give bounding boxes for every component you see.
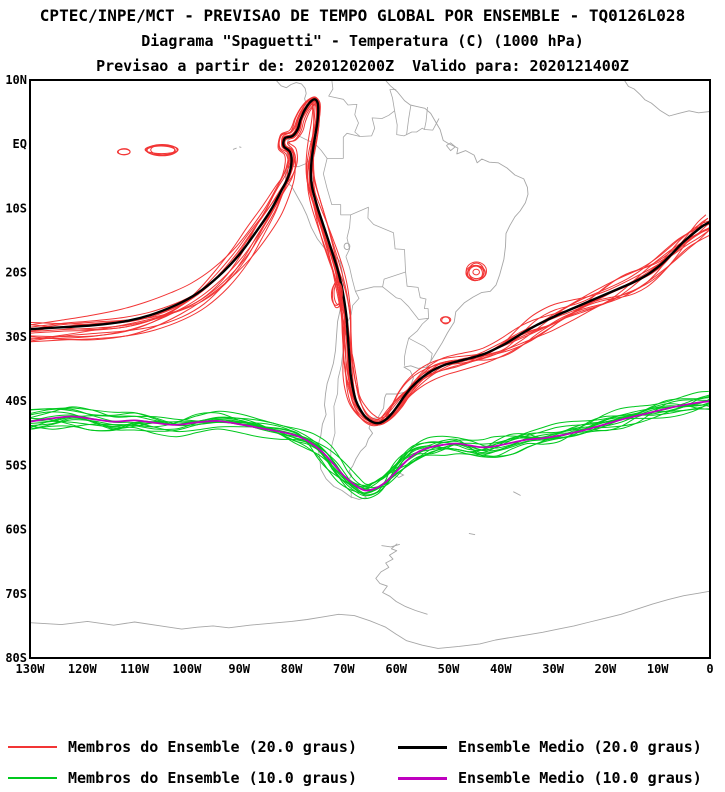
- map-svg: 130W 120W 110W 100W 90W 80W 70W 60W 50W 40W 30W 20W…: [5, 73, 713, 676]
- lat-tick-label: 80S: [5, 651, 27, 665]
- legend-label-members-10c: Membros do Ensemble (10.0 graus): [68, 769, 357, 787]
- lon-tick-label: 80W: [281, 662, 303, 676]
- legend-line-members-10c-icon: [8, 777, 57, 779]
- mean-10c-line: [30, 400, 710, 492]
- legend-label-members-20c: Membros do Ensemble (20.0 graus): [68, 738, 357, 756]
- lon-tick-label: 110W: [120, 662, 150, 676]
- lon-tick-label: 60W: [385, 662, 407, 676]
- legend-item-members-10c: Membros do Ensemble (10.0 graus): [8, 769, 357, 787]
- lon-tick-label: 10W: [647, 662, 669, 676]
- legend-label-mean-10c: Ensemble Medio (10.0 graus): [458, 769, 702, 787]
- legend-item-members-20c: Membros do Ensemble (20.0 graus): [8, 738, 357, 756]
- lon-tick-label: 0: [706, 662, 713, 676]
- lat-tick-label: 20S: [5, 266, 27, 280]
- title-line-1: CPTEC/INPE/MCT - PREVISAO DE TEMPO GLOBA…: [39, 6, 686, 25]
- map-frame: [29, 79, 711, 659]
- lon-tick-label: 120W: [68, 662, 98, 676]
- lon-tick-label: 70W: [333, 662, 355, 676]
- title-line-2: Diagrama "Spaguetti" - Temperatura (C) (…: [141, 32, 584, 50]
- legend-item-mean-20c: Ensemble Medio (20.0 graus): [398, 738, 702, 756]
- lon-tick-label: 50W: [438, 662, 460, 676]
- lon-tick-label: 40W: [490, 662, 512, 676]
- legend-line-members-20c-icon: [8, 746, 57, 748]
- lat-tick-label: 10S: [5, 201, 27, 215]
- lon-tick-label: 130W: [16, 662, 46, 676]
- members-10c-layer: [30, 390, 710, 500]
- title-line-3: Previsao a partir de: 2020120200Z Valido…: [96, 57, 629, 75]
- legend-line-mean-20c-icon: [398, 745, 447, 749]
- lon-tick-label: 30W: [542, 662, 564, 676]
- basemap-layer: [30, 80, 710, 649]
- lat-tick-label: 60S: [5, 523, 27, 537]
- legend-item-mean-10c: Ensemble Medio (10.0 graus): [398, 769, 702, 787]
- lat-tick-label: 40S: [5, 394, 27, 408]
- lat-tick-label: 50S: [5, 458, 27, 472]
- members-20c-layer: [30, 96, 710, 427]
- lon-tick-label: 100W: [172, 662, 202, 676]
- lat-tick-label: 70S: [5, 587, 27, 601]
- legend-line-mean-10c-icon: [398, 776, 447, 780]
- lat-tick-label: 10N: [5, 73, 27, 87]
- lon-tick-label: 20W: [595, 662, 617, 676]
- legend-label-mean-20c: Ensemble Medio (20.0 graus): [458, 738, 702, 756]
- mean-20c-line: [30, 98, 710, 425]
- lon-tick-label: 90W: [228, 662, 250, 676]
- closed-contours-layer: [116, 143, 487, 325]
- lat-tick-label: EQ: [13, 137, 27, 151]
- lat-tick-label: 30S: [5, 330, 27, 344]
